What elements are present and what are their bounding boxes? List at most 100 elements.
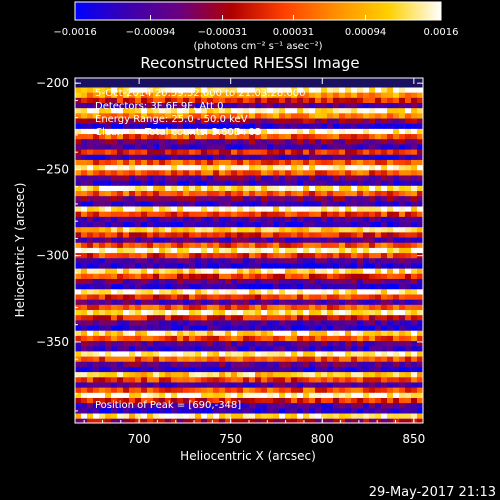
heatmap-cell [201, 346, 208, 353]
heatmap-cell [93, 211, 100, 218]
heatmap-cell [297, 320, 304, 327]
heatmap-cell [339, 144, 346, 151]
heatmap-cell [285, 387, 292, 394]
heatmap-cell [237, 403, 244, 409]
heatmap-cell [393, 97, 400, 104]
heatmap-cell [321, 175, 328, 182]
heatmap-cell [213, 237, 220, 244]
heatmap-cell [339, 361, 346, 368]
heatmap-cell [411, 289, 418, 296]
heatmap-cell [225, 366, 232, 373]
heatmap-cell [381, 284, 388, 290]
heatmap-cell [309, 268, 316, 275]
heatmap-cell [231, 206, 238, 213]
heatmap-cell [93, 222, 100, 228]
heatmap-cell [399, 206, 406, 213]
heatmap-cell [303, 356, 310, 363]
heatmap-cell [195, 247, 202, 254]
heatmap-cell [87, 330, 94, 337]
heatmap-cell [183, 134, 190, 140]
heatmap-cell [213, 294, 220, 301]
heatmap-cell [363, 263, 370, 270]
heatmap-cell [81, 108, 88, 114]
heatmap-cell [183, 299, 190, 306]
heatmap-cell [261, 227, 268, 233]
heatmap-cell [369, 253, 376, 259]
heatmap-cell [405, 165, 412, 171]
heatmap-cell [375, 134, 382, 140]
heatmap-cell [159, 392, 166, 399]
heatmap-cell [309, 403, 316, 409]
heatmap-cell [153, 346, 160, 353]
heatmap-cell [303, 108, 310, 114]
heatmap-cell [99, 397, 106, 404]
heatmap-cell [381, 165, 388, 171]
heatmap-cell [105, 304, 112, 311]
heatmap-cell [213, 387, 220, 394]
heatmap-cell [165, 408, 172, 415]
heatmap-cell [399, 413, 406, 420]
heatmap-cell [153, 304, 160, 311]
heatmap-cell [369, 165, 376, 171]
heatmap-cell [237, 232, 244, 239]
heatmap-cell [255, 149, 262, 156]
heatmap-cell [399, 118, 406, 125]
heatmap-cell [249, 190, 256, 197]
heatmap-cell [237, 351, 244, 358]
heatmap-cell [189, 263, 196, 270]
heatmap-cell [135, 113, 142, 120]
heatmap-cell [141, 190, 148, 197]
heatmap-cell [417, 346, 423, 353]
heatmap-cell [147, 408, 154, 415]
x-tick-label-0: 700 [128, 432, 151, 446]
heatmap-cell [219, 247, 226, 254]
heatmap-cell [75, 397, 82, 404]
heatmap-cell [411, 92, 418, 99]
heatmap-cell [375, 247, 382, 254]
heatmap-cell [321, 413, 328, 420]
heatmap-cell [393, 403, 400, 409]
heatmap-cell [255, 341, 262, 347]
heatmap-cell [159, 330, 166, 337]
heatmap-cell [153, 201, 160, 208]
heatmap-cell [81, 356, 88, 363]
heatmap-cell [411, 196, 418, 202]
heatmap-cell [285, 216, 292, 223]
heatmap-cell [333, 392, 340, 399]
heatmap-cell [171, 159, 178, 166]
heatmap-cell [147, 278, 154, 285]
heatmap-cell [237, 335, 244, 342]
heatmap-cell [387, 413, 394, 420]
heatmap-cell [309, 418, 316, 423]
heatmap-cell [75, 403, 82, 409]
heatmap-cell [375, 330, 382, 337]
heatmap-cell [177, 237, 184, 244]
heatmap-cell [135, 123, 142, 130]
heatmap-cell [171, 149, 178, 156]
heatmap-cell [141, 382, 148, 389]
heatmap-cell [351, 330, 358, 337]
heatmap-cell [339, 382, 346, 389]
heatmap-cell [393, 247, 400, 254]
heatmap-cell [255, 103, 262, 109]
heatmap-cell [399, 310, 406, 316]
heatmap-cell [129, 222, 136, 228]
heatmap-cell [381, 196, 388, 202]
heatmap-cell [417, 258, 423, 265]
heatmap-cell [201, 165, 208, 171]
heatmap-cell [339, 299, 346, 306]
heatmap-cell [369, 144, 376, 151]
heatmap-cell [297, 289, 304, 296]
heatmap-cell [369, 387, 376, 394]
heatmap-cell [93, 392, 100, 399]
heatmap-cell [363, 139, 370, 146]
heatmap-cell [201, 403, 208, 409]
heatmap-cell [183, 310, 190, 316]
heatmap-cell [81, 253, 88, 259]
heatmap-cell [195, 175, 202, 182]
heatmap-cell [87, 128, 94, 135]
heatmap-cell [75, 361, 82, 368]
heatmap-cell [201, 325, 208, 332]
heatmap-cell [399, 273, 406, 280]
heatmap-cell [309, 165, 316, 171]
